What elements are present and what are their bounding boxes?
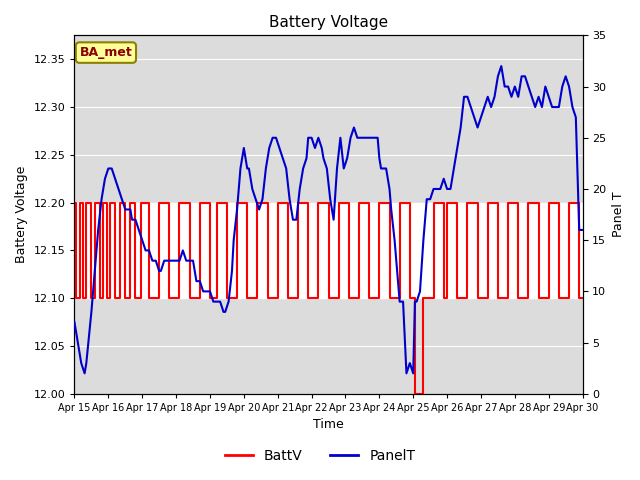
Bar: [74, 203, 582, 298]
Y-axis label: Battery Voltage: Battery Voltage: [15, 166, 28, 263]
Title: Battery Voltage: Battery Voltage: [269, 15, 388, 30]
Text: BA_met: BA_met: [79, 46, 132, 59]
X-axis label: Time: Time: [313, 419, 344, 432]
Legend: BattV, PanelT: BattV, PanelT: [220, 443, 420, 468]
Y-axis label: Panel T: Panel T: [612, 192, 625, 238]
